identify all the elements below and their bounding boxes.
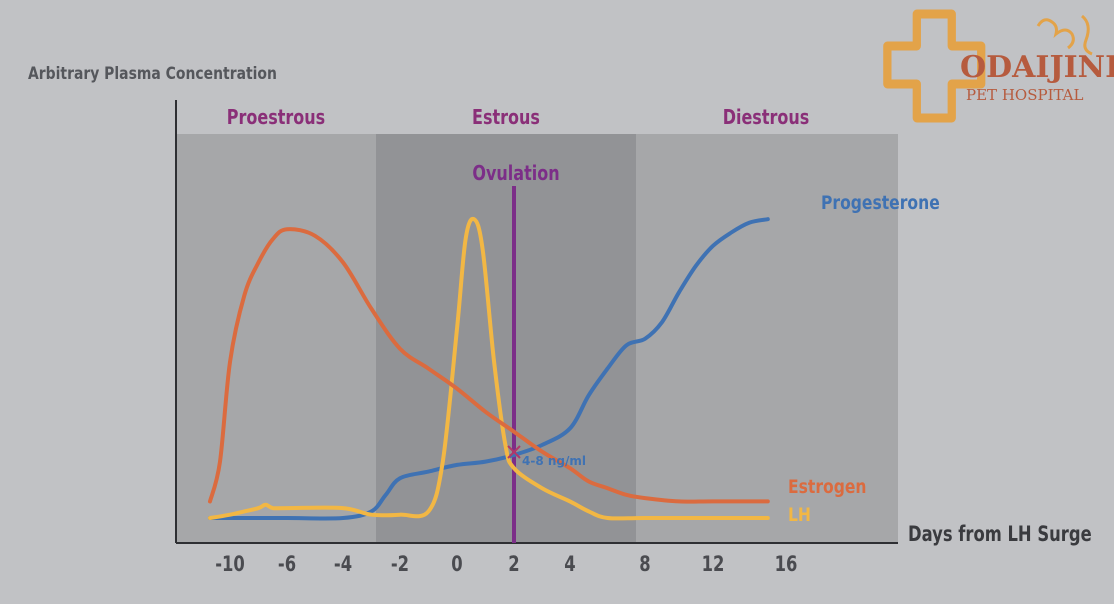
phase-label-diestrous: Diestrous <box>723 106 810 129</box>
x-tick-label: 2 <box>508 553 519 576</box>
x-tick-label: 16 <box>775 553 798 576</box>
x-tick-label: -2 <box>391 553 409 576</box>
phase-label-estrous: Estrous <box>472 106 540 129</box>
x-axis-label: Days from LH Surge <box>908 523 1092 546</box>
ovulation-label: Ovulation <box>472 162 559 185</box>
logo-name: ODAIJINI <box>960 50 1114 85</box>
series-line-estrogen <box>208 227 770 504</box>
x-tick-label: 12 <box>702 553 725 576</box>
estrous-band <box>376 134 636 543</box>
logo-subname: PET HOSPITAL <box>966 86 1084 104</box>
series-label-progesterone: Progesterone <box>821 193 940 215</box>
pet-silhouette-icon <box>1036 14 1093 56</box>
hospital-logo <box>883 9 1093 123</box>
series-line-progesterone <box>208 217 770 521</box>
y-axis-label: Arbitrary Plasma Concentration <box>28 64 277 84</box>
x-tick-label: 4 <box>564 553 575 576</box>
threshold-marker <box>507 445 521 459</box>
diestrous-band <box>636 134 898 543</box>
x-tick-label: 8 <box>639 553 650 576</box>
x-tick-label: -6 <box>278 553 296 576</box>
series-label-lh: LH <box>788 505 811 527</box>
proestrous-band <box>176 134 376 543</box>
x-tick-label: -10 <box>215 553 245 576</box>
threshold-annotation: 4-8 ng/ml <box>522 454 586 468</box>
x-tick-label: 0 <box>451 553 462 576</box>
phase-label-proestrous: Proestrous <box>227 106 325 129</box>
cross-icon <box>883 9 986 123</box>
series-label-estrogen: Estrogen <box>788 477 867 499</box>
series-line-lh <box>208 216 770 521</box>
x-tick-label: -4 <box>334 553 352 576</box>
